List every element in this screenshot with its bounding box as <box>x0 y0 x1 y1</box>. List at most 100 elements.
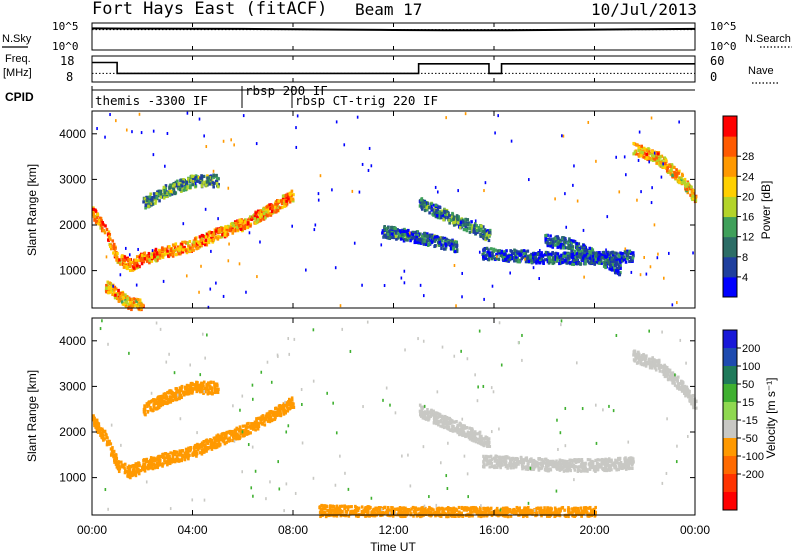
velocity-cell-1215 <box>475 437 479 442</box>
velocity-cell-1797 <box>580 464 584 469</box>
velocity-cell-715 <box>196 448 199 452</box>
velocity-cell-1765 <box>520 464 524 468</box>
velocity-cell-212 <box>282 402 286 406</box>
velocity-cell-1815 <box>582 462 586 466</box>
velocity-cell-984 <box>196 381 199 385</box>
cpid-label: CPID <box>5 90 34 104</box>
power-cell-2952 <box>356 115 359 119</box>
power-cell-2918 <box>295 126 297 130</box>
velocity-cell-1287 <box>456 431 460 435</box>
power-cell-2836 <box>457 189 459 193</box>
velocity-cell-578 <box>256 416 260 421</box>
power-cell-1423 <box>445 209 448 214</box>
power-cell-116 <box>142 260 146 264</box>
velocity-cell-1290 <box>446 422 450 426</box>
power-cell-2789 <box>665 169 669 173</box>
velocity-cell-1778 <box>558 460 562 464</box>
velocity-cell-725 <box>110 448 114 452</box>
power-cell-1283 <box>425 208 429 212</box>
power-cell-1443 <box>459 220 463 225</box>
velocity-cell-1723 <box>566 463 569 468</box>
power-cell-1533 <box>401 228 404 232</box>
power-cell-2686 <box>640 144 643 148</box>
power-cell-295 <box>286 192 290 196</box>
power-cell-2401 <box>595 260 599 264</box>
power-cell-631 <box>241 225 245 229</box>
velocity-cell-228 <box>292 402 295 406</box>
power-cell-2822 <box>650 153 654 157</box>
power-cell-2487 <box>573 239 577 244</box>
power-cell-2153 <box>554 257 558 261</box>
power-colorbar-tick-label-1: 8 <box>742 252 748 264</box>
velocity-cell-584 <box>264 414 268 418</box>
power-cell-2922 <box>166 131 169 135</box>
velocity-cell-1235 <box>443 414 447 419</box>
power-cell-2566 <box>585 249 589 253</box>
velocity-cell-539 <box>143 463 147 467</box>
velocity-cell-1777 <box>544 461 547 465</box>
power-cell-2689 <box>686 185 690 189</box>
power-cell-474 <box>169 247 173 251</box>
velocity-cell-693 <box>214 436 217 440</box>
nsky-tick-bottom: 10^0 <box>52 40 79 53</box>
power-cell-721 <box>156 258 159 262</box>
velocity-cell-1537 <box>617 456 620 461</box>
power-cell-2200 <box>620 256 624 260</box>
velocity-cell-1196 <box>462 427 465 431</box>
power-cell-1470 <box>401 236 404 240</box>
velocity-cell-569 <box>265 412 269 416</box>
power-cell-2207 <box>536 252 540 256</box>
power-cell-2787 <box>647 147 650 151</box>
velocity-cell-1637 <box>614 458 617 462</box>
velocity-cell-1029 <box>152 405 156 409</box>
velocity-cell-573 <box>271 418 275 422</box>
velocity-cell-1763 <box>549 459 553 463</box>
power-cell-1870 <box>523 255 527 259</box>
velocity-cell-1009 <box>166 399 169 403</box>
power-cell-2385 <box>609 257 612 261</box>
velocity-cell-1371 <box>488 465 492 469</box>
power-cell-677 <box>207 240 211 245</box>
velocity-cell-1541 <box>571 461 574 465</box>
power-cell-2107 <box>495 253 498 257</box>
power-cell-1115 <box>124 295 128 299</box>
power-cell-2987 <box>353 241 356 245</box>
power-cell-2838 <box>408 233 410 237</box>
power-cell-464 <box>132 266 136 270</box>
velocity-cell-1649 <box>524 465 527 469</box>
power-cell-1146 <box>128 301 132 305</box>
velocity-cell-1252 <box>450 421 453 425</box>
velocity-cell-488 <box>134 470 138 474</box>
velocity-cell-1609 <box>565 469 569 473</box>
velocity-cell-376 <box>149 456 153 460</box>
velocity-cell-639 <box>264 418 267 422</box>
velocity-cell-1307 <box>506 466 509 470</box>
power-cell-675 <box>281 194 285 198</box>
power-cell-2225 <box>622 255 626 259</box>
velocity-cell-1248 <box>462 424 465 428</box>
power-cell-1369 <box>461 221 465 226</box>
power-cell-1722 <box>398 229 402 233</box>
power-cell-1631 <box>436 235 439 239</box>
power-cell-2278 <box>551 257 555 261</box>
power-cell-580 <box>262 207 265 211</box>
power-cell-1710 <box>406 232 410 237</box>
power-cell-503 <box>145 258 148 262</box>
velocity-cell-1595 <box>532 458 536 463</box>
power-cell-2860 <box>305 268 307 272</box>
power-cell-437 <box>291 197 295 201</box>
power-cell-930 <box>193 182 196 187</box>
power-cell-1690 <box>425 240 428 244</box>
power-cell-2749 <box>632 152 635 156</box>
velocity-cell-760 <box>202 391 205 395</box>
velocity-cell-1618 <box>526 465 530 469</box>
power-cell-1001 <box>173 183 176 187</box>
power-cell-2437 <box>564 238 567 243</box>
power-cell-758 <box>164 184 168 188</box>
power-cell-2357 <box>603 257 607 261</box>
power-cell-2803 <box>694 195 698 200</box>
velocity-cell-1164 <box>458 432 461 437</box>
power-cell-1409 <box>480 224 483 228</box>
velocity-cell-403 <box>287 400 290 404</box>
velocity-cell-1565 <box>596 468 600 472</box>
